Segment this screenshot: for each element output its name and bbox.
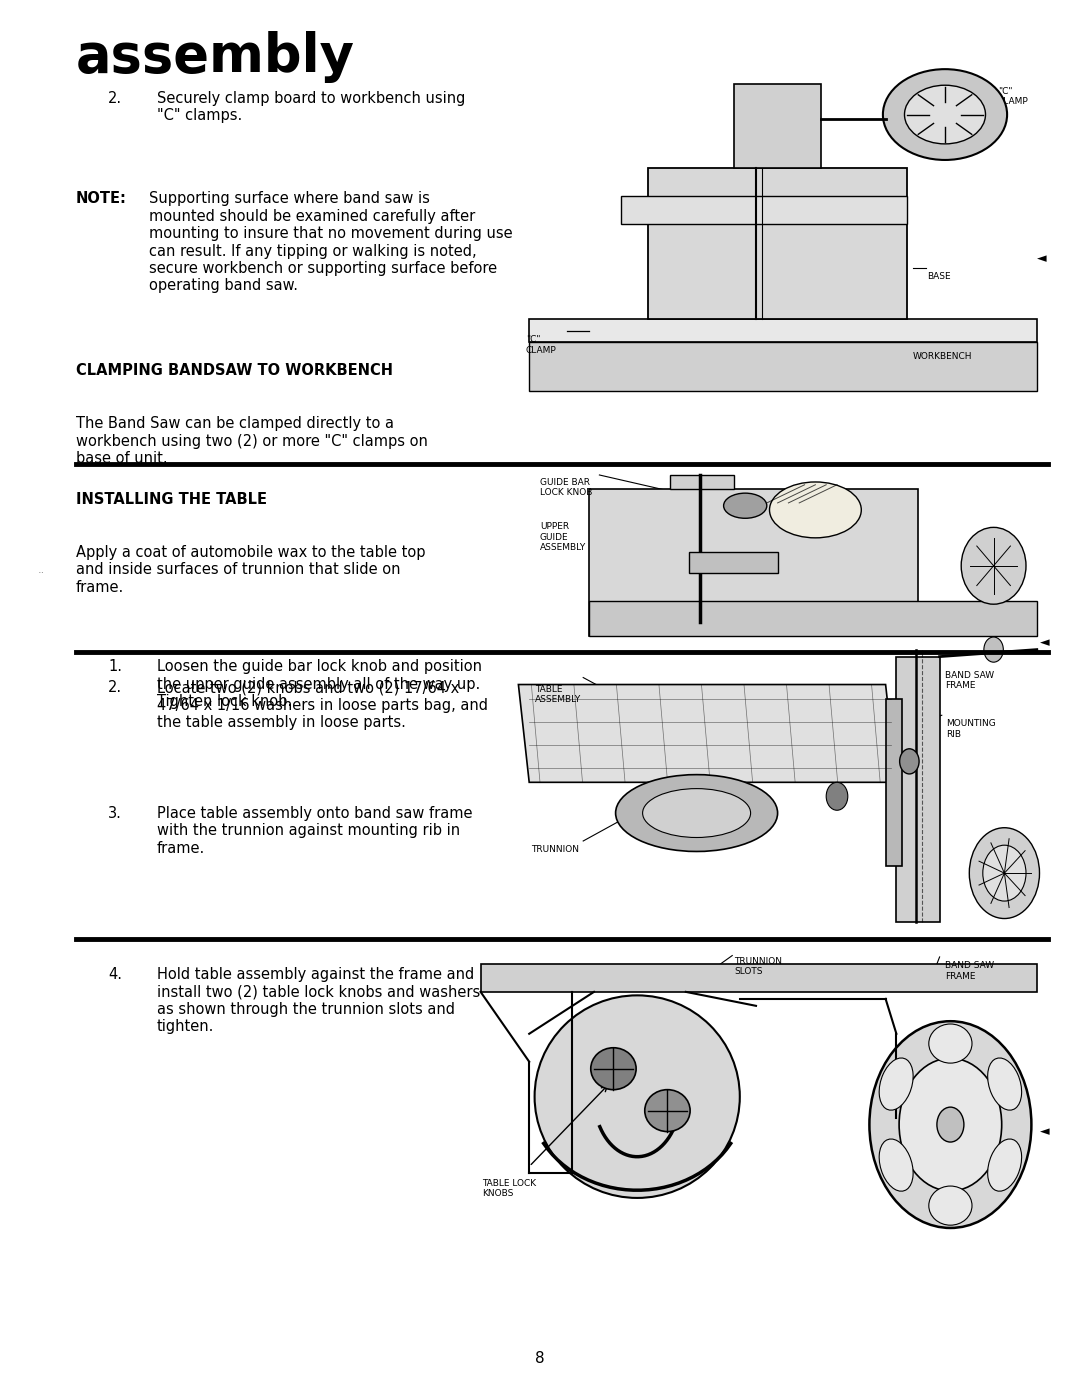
Polygon shape [896,657,940,922]
Text: ◄: ◄ [1037,251,1047,265]
Text: 3.: 3. [108,806,122,821]
Ellipse shape [929,1186,972,1225]
Polygon shape [734,84,821,168]
Polygon shape [518,685,896,782]
Ellipse shape [879,1139,913,1192]
Text: Hold table assembly against the frame and
install two (2) table lock knobs and w: Hold table assembly against the frame an… [157,967,480,1034]
Polygon shape [621,196,907,224]
Text: TABLE
ASSEMBLY: TABLE ASSEMBLY [535,685,581,704]
Ellipse shape [724,493,767,518]
Polygon shape [648,168,907,319]
Text: GUIDE BAR
LOCK KNOB: GUIDE BAR LOCK KNOB [540,478,592,497]
Text: BAND SAW
FRAME: BAND SAW FRAME [945,961,994,981]
Text: CLAMPING BANDSAW TO WORKBENCH: CLAMPING BANDSAW TO WORKBENCH [76,363,393,379]
Polygon shape [689,552,778,573]
Text: BASE: BASE [927,272,950,281]
Polygon shape [589,601,1037,636]
Ellipse shape [869,1021,1031,1228]
Text: Apply a coat of automobile wax to the table top
and inside surfaces of trunnion : Apply a coat of automobile wax to the ta… [76,545,426,595]
Text: ◄: ◄ [1040,636,1050,650]
Text: 4.: 4. [108,967,122,982]
Text: 8: 8 [536,1351,544,1366]
Ellipse shape [988,1139,1022,1192]
Ellipse shape [591,1048,636,1090]
Ellipse shape [883,68,1008,159]
Text: 2.: 2. [108,680,122,696]
Polygon shape [529,319,1037,342]
Text: ◄: ◄ [1040,1125,1050,1139]
Text: assembly: assembly [76,31,354,82]
Text: MOUNTING
RIB: MOUNTING RIB [946,719,996,739]
Text: ··: ·· [38,567,45,578]
Ellipse shape [905,85,986,144]
Text: TRUNNION: TRUNNION [531,845,579,854]
Text: Loosen the guide bar lock knob and position
the upper guide assembly all of the : Loosen the guide bar lock knob and posit… [157,659,482,710]
Ellipse shape [645,1090,690,1132]
Text: NOTE:: NOTE: [76,191,126,207]
Polygon shape [589,489,918,636]
Text: BAND SAW
FRAME: BAND SAW FRAME [945,671,994,690]
Ellipse shape [984,637,1003,662]
Polygon shape [670,475,734,489]
Ellipse shape [535,995,740,1197]
Text: "C"
CLAMP: "C" CLAMP [526,335,556,355]
Ellipse shape [769,482,862,538]
Ellipse shape [937,1106,963,1143]
Ellipse shape [900,749,919,774]
Text: Supporting surface where band saw is
mounted should be examined carefully after
: Supporting surface where band saw is mou… [149,191,513,293]
Ellipse shape [929,1024,972,1063]
Text: WORKBENCH: WORKBENCH [913,352,972,360]
Ellipse shape [899,1059,1002,1190]
Ellipse shape [988,1058,1022,1111]
Text: 2.: 2. [108,91,122,106]
Ellipse shape [826,782,848,810]
Text: The Band Saw can be clamped directly to a
workbench using two (2) or more "C" cl: The Band Saw can be clamped directly to … [76,416,428,467]
Text: "C"
CLAMP: "C" CLAMP [998,87,1028,106]
Polygon shape [529,342,1037,391]
Ellipse shape [970,827,1039,919]
Ellipse shape [879,1058,913,1111]
Text: Securely clamp board to workbench using
"C" clamps.: Securely clamp board to workbench using … [157,91,465,123]
Ellipse shape [983,845,1026,901]
Ellipse shape [643,788,751,837]
Polygon shape [886,698,902,866]
Text: INSTALLING THE TABLE: INSTALLING THE TABLE [76,492,267,507]
Polygon shape [481,964,1037,992]
Ellipse shape [616,774,778,851]
Text: TRUNNION
SLOTS: TRUNNION SLOTS [734,957,782,977]
Ellipse shape [961,528,1026,605]
Text: TABLE LOCK
KNOBS: TABLE LOCK KNOBS [482,1179,536,1199]
Text: UPPER
GUIDE
ASSEMBLY: UPPER GUIDE ASSEMBLY [540,522,586,552]
Text: Place table assembly onto band saw frame
with the trunnion against mounting rib : Place table assembly onto band saw frame… [157,806,472,856]
Text: Locate two (2) knobs and two (2) 17/64 x
47/64 x 1/16 washers in loose parts bag: Locate two (2) knobs and two (2) 17/64 x… [157,680,487,731]
Text: 1.: 1. [108,659,122,675]
